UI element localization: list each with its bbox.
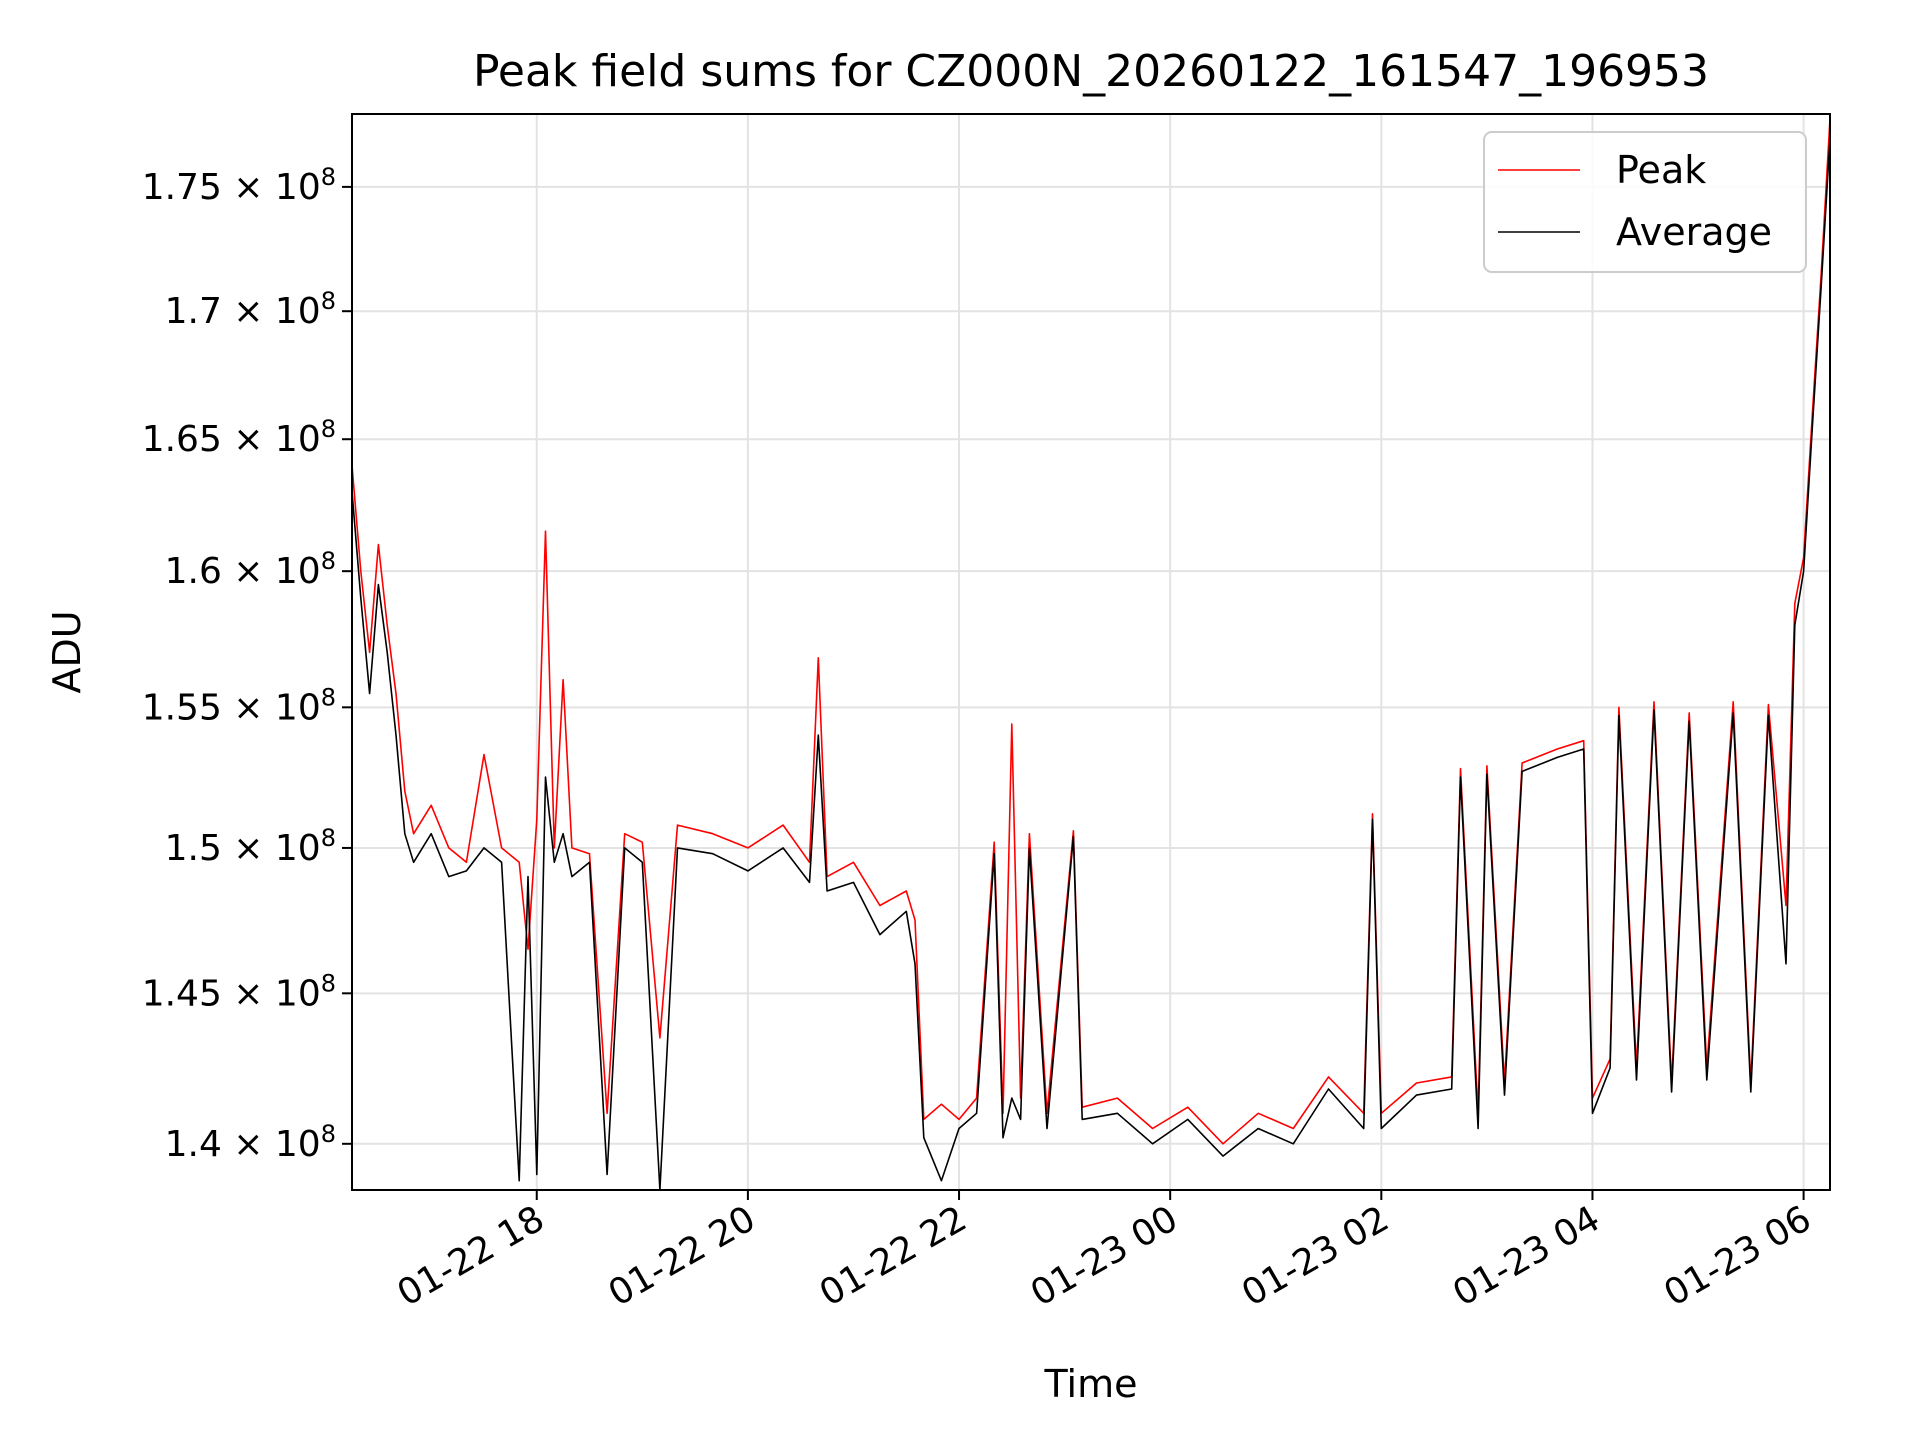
y-tick-label: 1.4 × 108: [165, 1120, 336, 1165]
y-axis-label: ADU: [45, 610, 89, 693]
series-line-average: [351, 138, 1831, 1191]
legend-box: [1483, 131, 1807, 273]
series-layer: [351, 118, 1831, 1191]
grid: [352, 114, 1830, 1190]
legend-label-peak: Peak: [1616, 148, 1706, 192]
y-tick-label: 1.75 × 108: [142, 163, 336, 208]
x-axis-label: Time: [1044, 1362, 1138, 1406]
y-tick-label: 1.55 × 108: [142, 683, 336, 728]
legend-label-average: Average: [1616, 210, 1772, 254]
plot-frame: [351, 113, 1831, 1191]
y-tick-label: 1.45 × 108: [142, 969, 336, 1014]
y-tick-label: 1.6 × 108: [165, 547, 336, 592]
y-tick-label: 1.5 × 108: [165, 824, 336, 869]
y-tick-label: 1.65 × 108: [142, 415, 336, 460]
y-axis: 1.4 × 108 1.45 × 108 1.5 × 108 1.55 × 108 1.…: [142, 163, 352, 1165]
legend: Peak Average: [1483, 131, 1807, 273]
y-tick-label: 1.7 × 108: [165, 287, 336, 332]
chart-title: Peak field sums for CZ000N_20260122_1615…: [473, 46, 1709, 97]
